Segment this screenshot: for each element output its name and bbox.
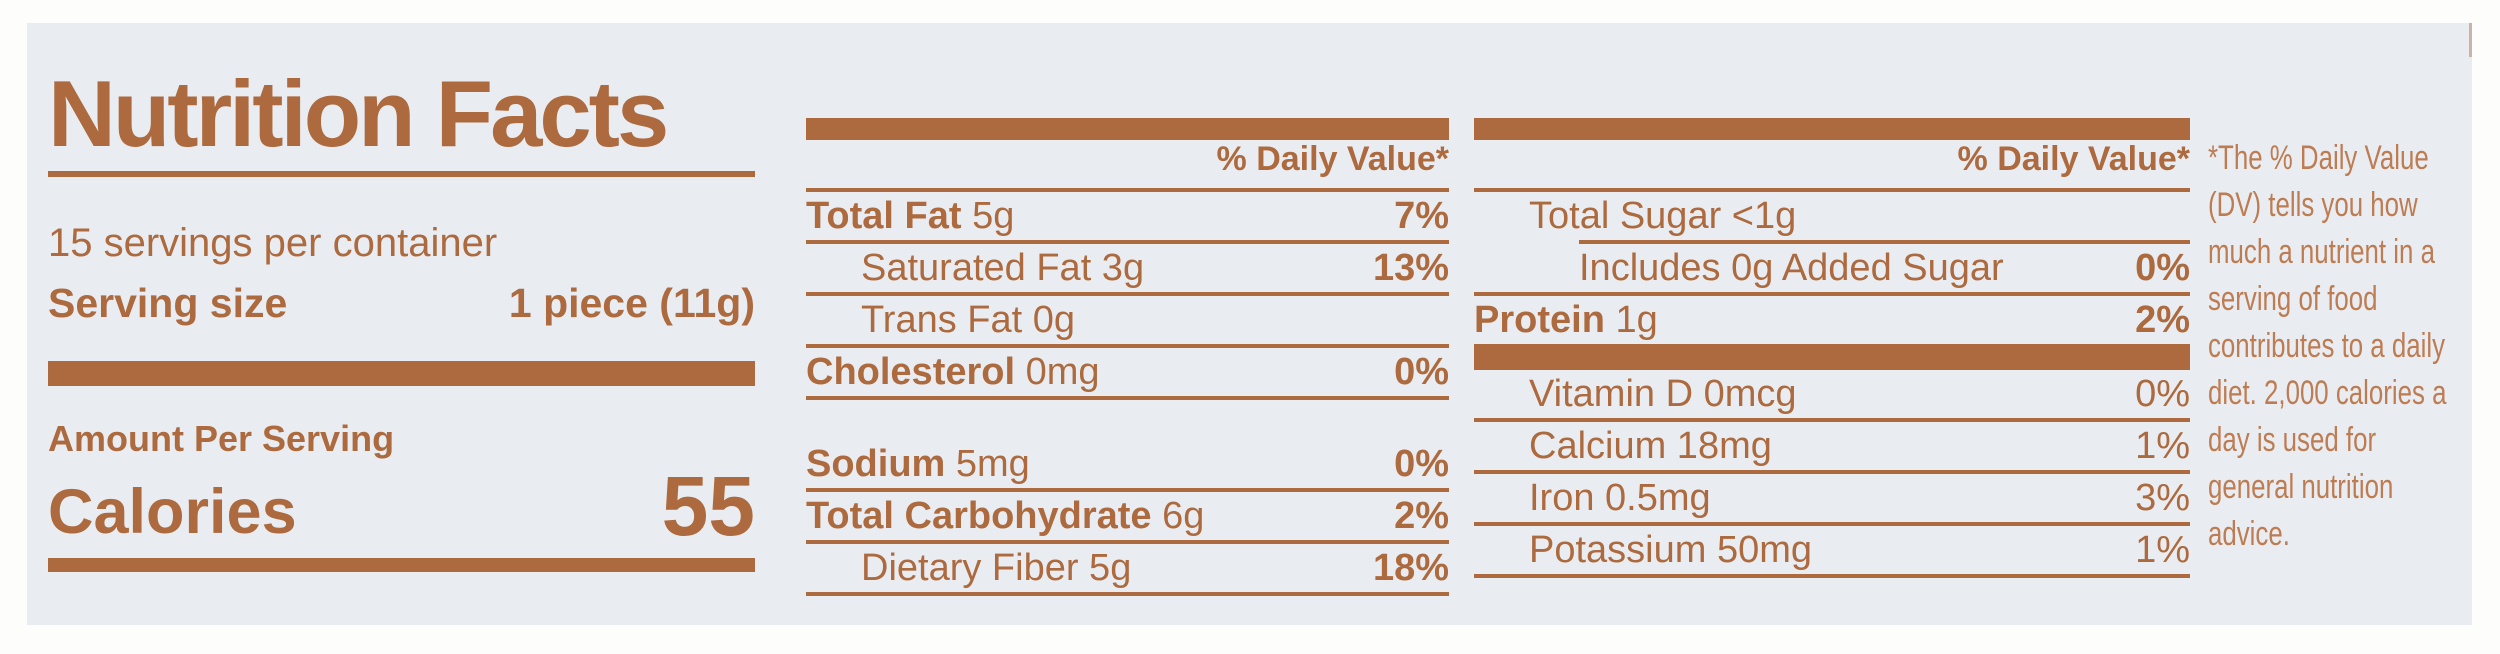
footnote-line: general nutrition	[2208, 468, 2394, 506]
hairline-separator	[1474, 574, 2190, 578]
footnote-line: serving of food	[2208, 280, 2378, 318]
hairline-separator	[806, 188, 1449, 192]
hairline-separator	[1474, 470, 2190, 474]
nutrient-row: Includes 0g Added Sugar 0%	[1474, 244, 2190, 292]
daily-value-header: % Daily Value*	[1957, 140, 2190, 178]
nutrient-row: Trans Fat 0g	[806, 296, 1449, 344]
hairline-separator	[1474, 188, 2190, 192]
nutrient-name: Potassium 50mg	[1529, 528, 1813, 571]
nutrient-daily-value: 0%	[1394, 442, 1449, 485]
nutrient-daily-value: 1%	[2135, 528, 2190, 571]
hairline-separator	[1474, 292, 2190, 296]
serving-size-label: Serving size	[48, 279, 288, 326]
nutrient-name: Cholesterol 0mg	[806, 350, 1100, 393]
hairline-separator	[1474, 418, 2190, 422]
nutrient-name: Includes 0g Added Sugar	[1579, 246, 2004, 289]
footnote-line: advice.	[2208, 515, 2290, 553]
nutrition-facts-label: Nutrition Facts 15 servings per containe…	[27, 23, 2472, 625]
nutrient-row: Calcium 18mg 1%	[1474, 422, 2190, 470]
serving-size-row: Serving size 1 piece (11g)	[48, 280, 755, 327]
nutrient-row: Total Carbohydrate 6g 2%	[806, 492, 1449, 540]
calories-row: Calories 55	[48, 458, 755, 553]
hairline-separator	[806, 344, 1449, 348]
nutrient-rows: Total Fat 5g 7% Saturated Fat 3g 13% Tra…	[806, 192, 1449, 596]
nutrient-daily-value: 2%	[2135, 298, 2190, 341]
nutrient-row: Protein 1g 2%	[1474, 296, 2190, 344]
daily-value-header: % Daily Value*	[1216, 140, 1449, 178]
footnote-line: contributes to a daily	[2208, 327, 2446, 365]
nutrient-row: Sodium 5mg 0%	[806, 440, 1449, 488]
thick-divider-bar	[1474, 344, 2190, 370]
daily-value-footnote: *The % Daily Value (DV) tells you how much…	[2208, 135, 2466, 558]
nutrient-name: Trans Fat 0g	[861, 298, 1076, 341]
nutrient-name: Vitamin D 0mcg	[1529, 372, 1797, 415]
footnote-line: *The % Daily Value	[2208, 139, 2429, 177]
nutrient-name: Calcium 18mg	[1529, 424, 1772, 467]
calories-value: 55	[661, 458, 755, 553]
hairline-separator	[806, 592, 1449, 596]
hairline-separator	[1579, 240, 2190, 244]
nutrient-daily-value: 0%	[2135, 246, 2190, 289]
nutrient-daily-value: 0%	[1394, 350, 1449, 393]
nutrient-column-left: % Daily Value* Total Fat 5g 7% Saturated…	[806, 118, 1449, 596]
nutrient-rows: Total Sugar <1g Includes 0g Added Sugar …	[1474, 192, 2190, 344]
nutrient-daily-value: 2%	[1394, 494, 1449, 537]
nutrient-daily-value: 18%	[1372, 546, 1449, 589]
footnote-line: (DV) tells you how	[2208, 186, 2418, 224]
nutrient-row: Total Fat 5g 7%	[806, 192, 1449, 240]
hairline-separator	[1474, 522, 2190, 526]
hairline-separator	[806, 240, 1449, 244]
hairline-separator	[806, 540, 1449, 544]
nutrient-daily-value: 7%	[1394, 194, 1449, 237]
nutrient-row: Iron 0.5mg 3%	[1474, 474, 2190, 522]
nutrient-name: Iron 0.5mg	[1529, 476, 1711, 519]
page-title: Nutrition Facts	[48, 61, 669, 166]
nutrient-name: Protein 1g	[1474, 298, 1658, 341]
nutrient-row: Potassium 50mg 1%	[1474, 526, 2190, 574]
thick-divider-bar	[806, 118, 1449, 140]
medium-divider-bar	[48, 557, 755, 572]
nutrient-name: Saturated Fat 3g	[861, 246, 1145, 289]
footnote-line: day is used for	[2208, 421, 2377, 459]
nutrient-daily-value: 1%	[2135, 424, 2190, 467]
calories-label: Calories	[48, 476, 297, 547]
nutrient-row: Vitamin D 0mcg 0%	[1474, 370, 2190, 418]
footnote-line: diet. 2,000 calories a	[2208, 374, 2447, 412]
nutrient-row: Dietary Fiber 5g 18%	[806, 544, 1449, 592]
label-header-section: Nutrition Facts 15 servings per containe…	[48, 63, 755, 572]
nutrient-name: Sodium 5mg	[806, 442, 1030, 485]
nutrient-rows: Vitamin D 0mcg 0% Calcium 18mg 1% Iron 0…	[1474, 370, 2190, 578]
title-rule	[48, 170, 755, 177]
nutrient-column-right: % Daily Value* Total Sugar <1g Includes …	[1474, 118, 2190, 578]
nutrient-daily-value: 0%	[2135, 372, 2190, 415]
nutrient-daily-value: 3%	[2135, 476, 2190, 519]
nutrient-name: Total Carbohydrate 6g	[806, 494, 1205, 537]
serving-size-value: 1 piece (11g)	[508, 279, 755, 326]
hairline-separator	[806, 396, 1449, 400]
nutrient-name: Total Fat 5g	[806, 194, 1015, 237]
hairline-separator	[806, 488, 1449, 492]
thick-divider-bar	[1474, 118, 2190, 140]
footnote-line: much a nutrient in a	[2208, 233, 2435, 271]
amount-per-serving-label: Amount Per Serving	[48, 417, 395, 459]
servings-per-container: 15 servings per container	[48, 220, 498, 265]
nutrient-daily-value: 13%	[1372, 246, 1449, 289]
nutrient-name: Dietary Fiber 5g	[861, 546, 1132, 589]
nutrient-row: Saturated Fat 3g 13%	[806, 244, 1449, 292]
nutrient-row: Total Sugar <1g	[1474, 192, 2190, 240]
nutrient-row: Cholesterol 0mg 0%	[806, 348, 1449, 396]
nutrient-name: Total Sugar <1g	[1529, 194, 1797, 237]
hairline-separator	[806, 292, 1449, 296]
thick-divider-bar	[48, 360, 755, 386]
